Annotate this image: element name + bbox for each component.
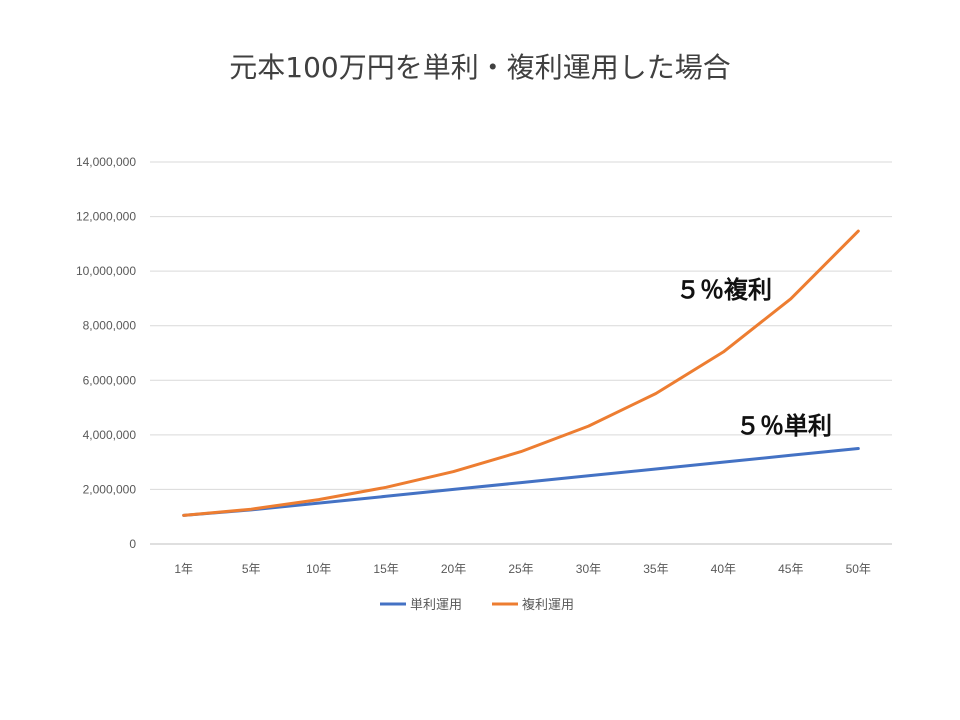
gridlines: [150, 161, 892, 545]
legend-label: 単利運用: [410, 597, 462, 613]
annotations: ５％複利 ５％単利: [676, 276, 832, 440]
x-tick-label: 45年: [778, 562, 803, 576]
y-tick-label: 0: [129, 537, 136, 551]
y-tick-label: 2,000,000: [83, 482, 137, 496]
series-line-simple: [182, 447, 860, 517]
series-lines: [182, 229, 860, 517]
y-tick-label: 4,000,000: [83, 428, 137, 442]
x-tick-label: 20年: [441, 562, 466, 576]
y-tick-label: 14,000,000: [76, 155, 136, 169]
y-tick-label: 12,000,000: [76, 210, 136, 224]
x-tick-label: 5年: [242, 562, 261, 576]
x-tick-label: 10年: [306, 562, 331, 576]
annotation-simple-interest: ５％単利: [736, 412, 832, 440]
y-tick-label: 10,000,000: [76, 264, 136, 278]
x-tick-label: 1年: [174, 562, 193, 576]
x-tick-label: 30年: [576, 562, 601, 576]
series-line-compound: [182, 229, 860, 517]
y-tick-label: 8,000,000: [83, 319, 137, 333]
legend-label: 複利運用: [522, 597, 574, 613]
y-tick-label: 6,000,000: [83, 373, 137, 387]
x-axis-ticks: 1年 5年 10年 15年 20年 25年 30年 35年 40年 45年 50年: [174, 562, 871, 576]
x-tick-label: 35年: [643, 562, 668, 576]
annotation-compound-interest: ５％複利: [676, 276, 772, 304]
x-tick-label: 40年: [711, 562, 736, 576]
x-tick-label: 15年: [373, 562, 398, 576]
x-tick-label: 50年: [846, 562, 871, 576]
y-axis-ticks: 0 2,000,000 4,000,000 6,000,000 8,000,000 10,…: [76, 155, 136, 551]
chart-title: 元本100万円を単利・複利運用した場合: [229, 51, 731, 84]
legend: 単利運用 複利運用: [380, 597, 574, 613]
x-tick-label: 25年: [508, 562, 533, 576]
